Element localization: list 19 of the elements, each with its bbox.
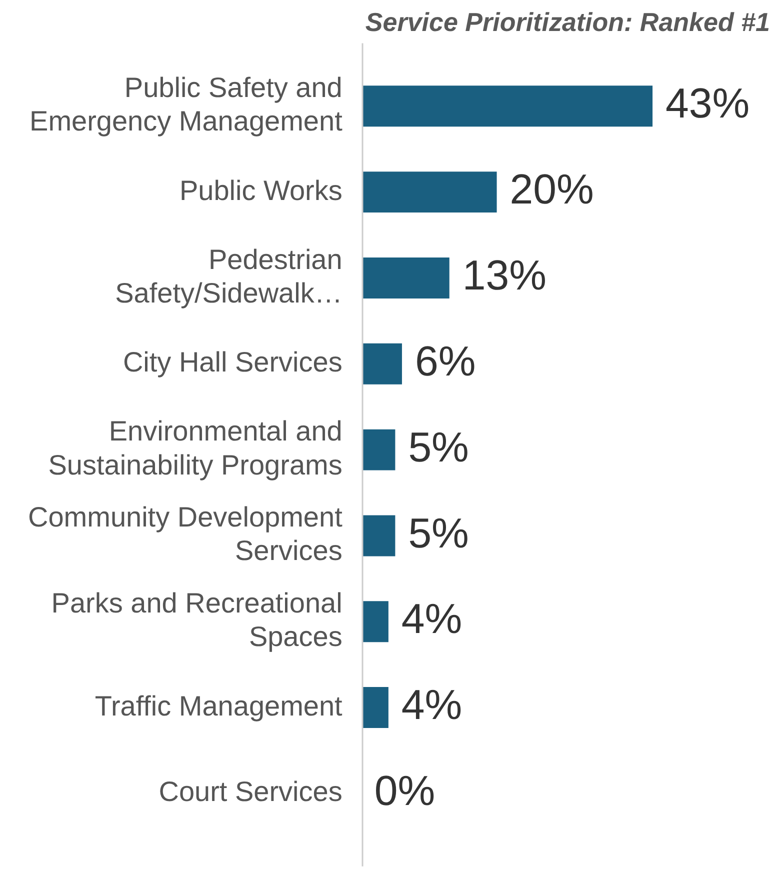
y-tick-label: Parks and Recreational Spaces [51,588,342,652]
y-tick-label: Court Services [158,776,342,808]
data-label: 43% [666,80,750,127]
data-label: 4% [401,595,462,642]
data-label: 0% [374,767,436,814]
y-tick-label: City Hall Services [122,346,342,378]
y-tick-label: Environmental and Sustainability Programs [48,416,342,480]
y-tick-label: Public Works [179,174,342,206]
y-tick-label: Traffic Management [94,690,343,722]
data-label: 20% [510,166,594,213]
data-label: 13% [462,252,546,299]
chart-title: Service Prioritization: Ranked #1 [365,6,770,37]
data-label: 5% [408,509,469,556]
y-tick-label: Pedestrian Safety/Sidewalk… [115,244,342,308]
data-label: 6% [414,337,476,384]
data-label: 5% [408,423,469,470]
y-tick-label: Public Safety and Emergency Management [30,72,343,137]
y-tick-label: Community Development Services [28,502,343,566]
data-label: 4% [401,681,462,728]
